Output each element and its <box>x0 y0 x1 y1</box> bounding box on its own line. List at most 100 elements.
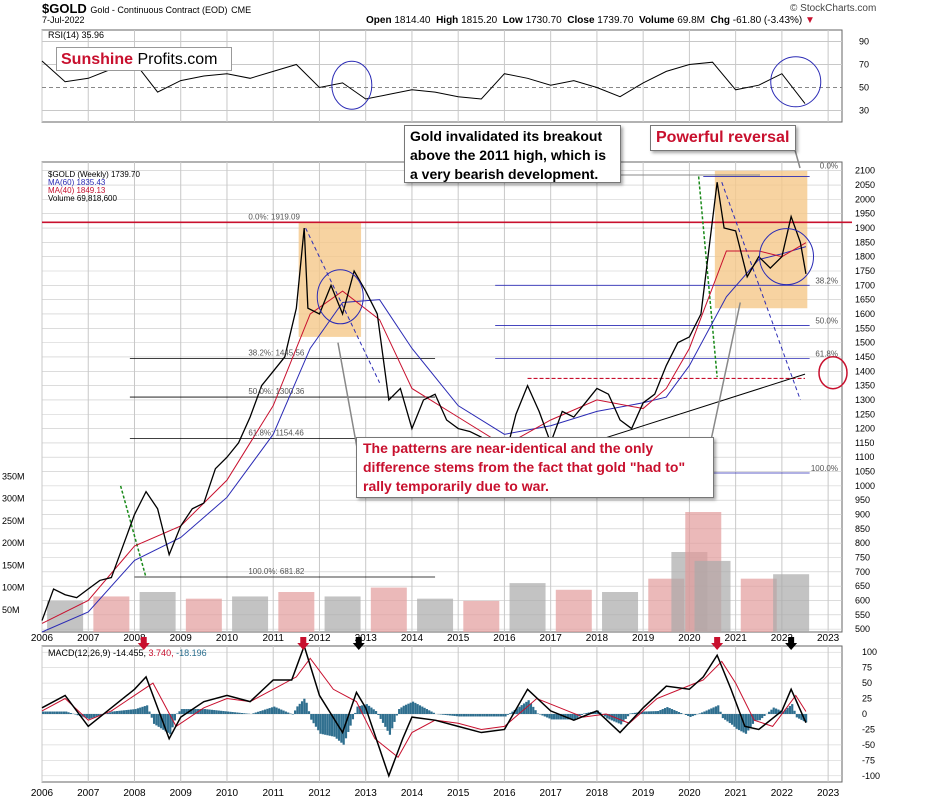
breakout-annotation: Gold invalidated its breakout above the … <box>404 125 621 183</box>
macd-histogram-bar <box>467 714 470 717</box>
macd-histogram-bar <box>159 714 163 729</box>
macd-histogram-bar <box>148 711 151 714</box>
macd-histogram-bar <box>166 714 170 733</box>
price-tick-label: 1100 <box>855 452 874 462</box>
macd-histogram-bar <box>152 714 156 724</box>
x-tick-label: 2007 <box>77 788 100 799</box>
macd-histogram-bar <box>125 710 128 714</box>
volume-tick-label: 150M <box>2 560 25 570</box>
macd-line <box>41 643 807 779</box>
price-tick-label: 1500 <box>855 338 875 348</box>
fib-label-left: 50.0%: 1300.36 <box>248 387 305 396</box>
macd-histogram-bar <box>155 714 158 726</box>
macd-histogram-bar <box>222 711 225 714</box>
macd-histogram-bar <box>185 709 188 714</box>
x-tick-label: 2014 <box>401 788 424 799</box>
macd-tick-label: 100 <box>862 647 877 657</box>
macd-histogram-bar <box>284 711 287 714</box>
macd-histogram-bar <box>321 714 324 735</box>
x-tick-label: 2013 <box>355 788 378 799</box>
macd-histogram-bar <box>95 714 98 717</box>
volume-tick-label: 350M <box>2 471 25 481</box>
rsi-legend: RSI(14) 35.96 <box>48 30 104 40</box>
macd-histogram-bar <box>620 714 623 725</box>
macd-histogram-bar <box>740 714 743 732</box>
x-tick-label: 2008 <box>123 788 146 799</box>
macd-tick-label: -50 <box>862 740 875 750</box>
macd-histogram-bar <box>85 714 89 719</box>
macd-histogram-bar <box>603 714 607 717</box>
volume-bar <box>185 598 222 632</box>
macd-histogram-bar <box>638 712 641 714</box>
macd-histogram-bar <box>700 712 704 714</box>
macd-histogram-bar <box>532 706 535 714</box>
macd-histogram-bar <box>680 713 683 714</box>
macd-histogram-bar <box>386 714 389 731</box>
macd-histogram-bar <box>395 714 398 716</box>
macd-tick-label: -75 <box>862 755 875 765</box>
macd-histogram-bar <box>465 714 468 717</box>
price-tick-label: 1250 <box>855 409 875 419</box>
price-tick-label: 2100 <box>855 166 875 176</box>
x-tick-label: 2009 <box>170 788 193 799</box>
macd-histogram-bar <box>793 710 796 714</box>
macd-histogram-bar <box>444 714 447 715</box>
macd-tick-label: 0 <box>862 709 867 719</box>
macd-histogram-bar <box>728 714 731 724</box>
macd-histogram-bar <box>115 711 119 714</box>
volume-bar <box>555 589 592 632</box>
fib-label-right: 61.8% <box>815 349 838 358</box>
macd-histogram-bar <box>566 714 570 720</box>
macd-histogram-bar <box>331 714 334 737</box>
price-legend: $GOLD (Weekly) 1739.70 <box>48 170 140 179</box>
rsi-circle-2012 <box>331 60 373 110</box>
macd-histogram-bar <box>46 711 49 714</box>
macd-histogram-bar <box>374 711 378 714</box>
x-tick-label: 2016 <box>493 788 516 799</box>
macd-histogram-bar <box>645 711 648 714</box>
price-tick-label: 1900 <box>855 223 875 233</box>
macd-histogram-bar <box>236 712 239 714</box>
macd-histogram-bar <box>744 714 748 734</box>
macd-histogram-bar <box>416 704 419 714</box>
x-tick-label: 2019 <box>632 633 655 644</box>
macd-histogram-bar <box>666 707 669 714</box>
price-tick-label: 1150 <box>855 438 874 448</box>
macd-histogram-bar <box>430 711 433 714</box>
patterns-annotation: The patterns are near-identical and the … <box>356 437 714 498</box>
macd-histogram-bar <box>432 712 435 714</box>
macd-histogram-bar <box>164 714 167 732</box>
ma60-line <box>41 246 807 633</box>
macd-histogram-bar <box>550 714 553 720</box>
macd-histogram-bar <box>62 711 66 714</box>
macd-histogram-bar <box>774 708 778 714</box>
macd-histogram-bar <box>317 714 320 731</box>
macd-histogram-bar <box>226 711 230 714</box>
x-tick-label: 2023 <box>817 788 840 799</box>
volume-tick-label: 50M <box>2 605 20 615</box>
macd-histogram-bar <box>571 714 574 720</box>
macd-histogram-bar <box>694 714 697 716</box>
price-tick-label: 1550 <box>855 323 875 333</box>
price-tick-label: 1350 <box>855 381 875 391</box>
macd-histogram-bar <box>307 711 311 714</box>
macd-histogram-bar <box>76 714 79 716</box>
x-tick-label: 2006 <box>31 788 54 799</box>
trend-dashed-2011 <box>305 227 381 383</box>
macd-histogram-bar <box>88 714 91 719</box>
macd-histogram-bar <box>270 707 274 714</box>
change-down-arrow-icon: ▼ <box>805 15 815 26</box>
macd-histogram-bar <box>478 714 482 717</box>
price-tick-label: 2000 <box>855 194 875 204</box>
macd-histogram-bar <box>788 705 792 714</box>
macd-histogram-bar <box>280 709 283 714</box>
macd-legend: MACD(12,26,9) -14.455, 3.740, -18.196 <box>48 648 207 658</box>
macd-histogram-bar <box>215 710 218 714</box>
price-circle-2012 <box>316 269 364 325</box>
macd-histogram-bar <box>791 704 794 714</box>
macd-arrow-icon <box>352 637 365 650</box>
macd-histogram-bar <box>663 708 667 714</box>
macd-histogram-bar <box>65 711 68 714</box>
macd-tick-label: -25 <box>862 724 875 734</box>
volume-bar <box>232 596 269 632</box>
